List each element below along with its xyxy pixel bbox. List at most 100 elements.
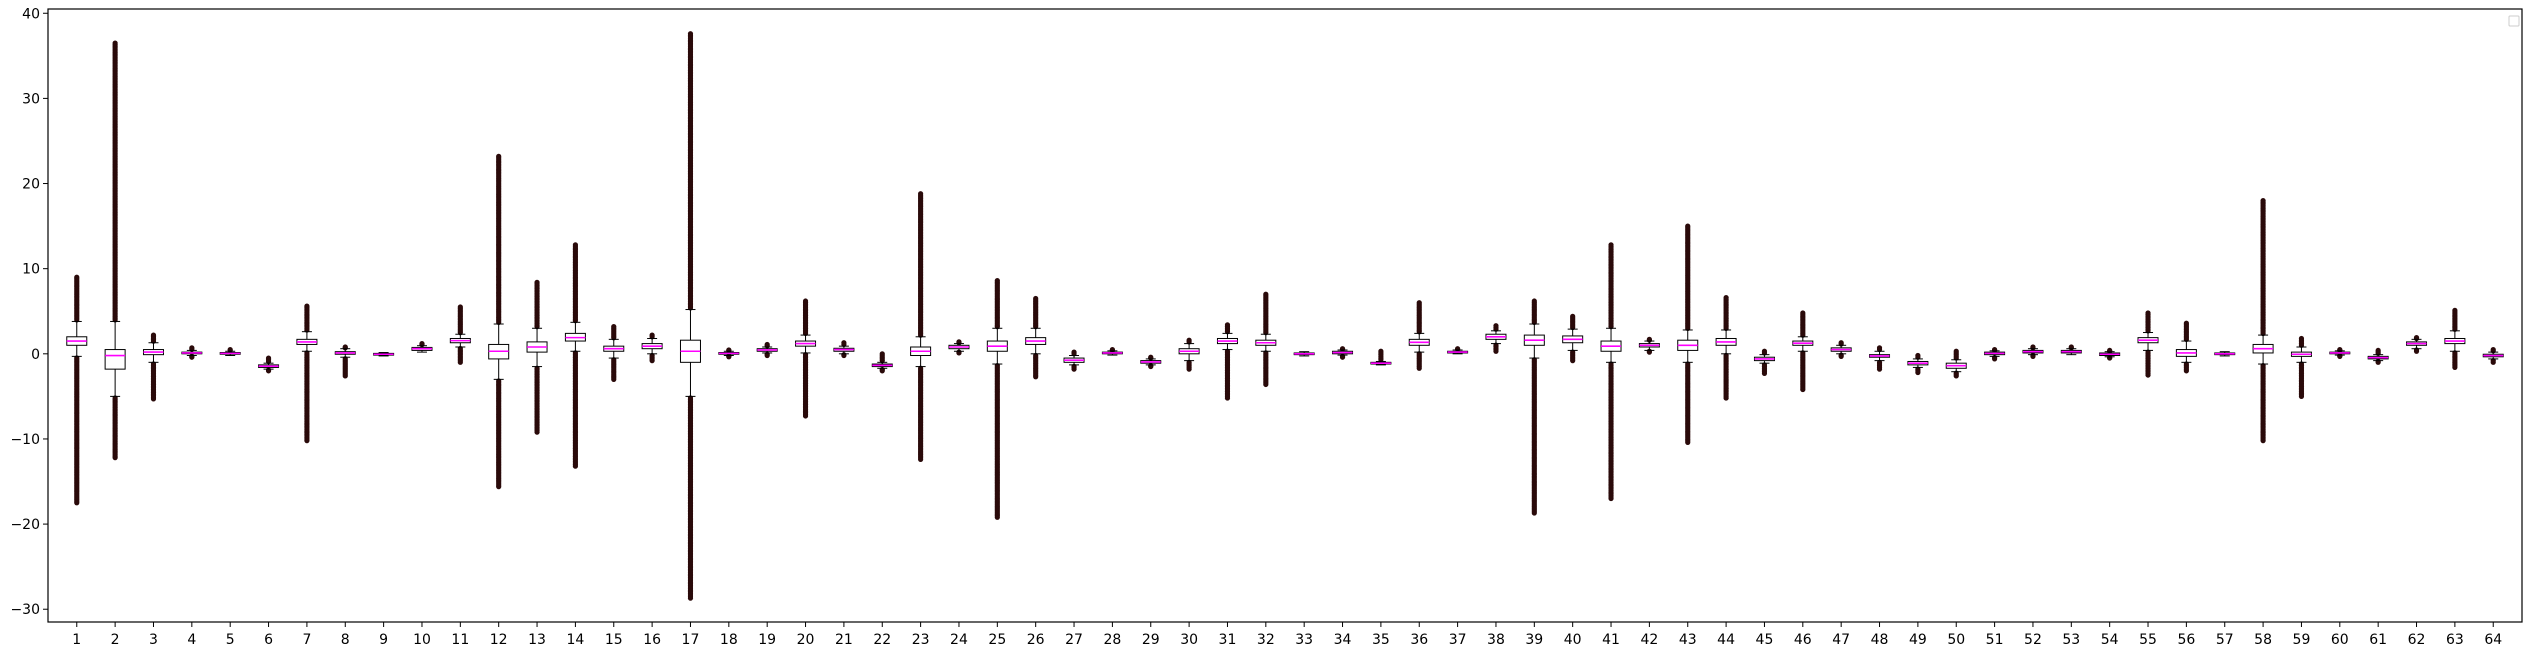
x-tick-label: 3 bbox=[149, 632, 158, 648]
flier-point bbox=[649, 332, 655, 338]
flier-point bbox=[1186, 366, 1192, 372]
x-tick-label: 11 bbox=[451, 632, 469, 648]
x-tick-label: 45 bbox=[1756, 632, 1774, 648]
y-tick-label: −10 bbox=[10, 432, 40, 448]
y-tick-label: 0 bbox=[31, 347, 40, 363]
x-tick-label: 33 bbox=[1295, 632, 1313, 648]
x-tick-label: 62 bbox=[2408, 632, 2426, 648]
flier-point bbox=[1838, 340, 1844, 346]
box-57 bbox=[2214, 351, 2236, 357]
flier-point bbox=[457, 359, 463, 365]
flier-point bbox=[2452, 307, 2458, 313]
box-29 bbox=[1140, 354, 1162, 370]
flier-point bbox=[304, 303, 310, 309]
flier-point bbox=[534, 279, 540, 285]
x-tick-label: 46 bbox=[1794, 632, 1812, 648]
y-tick-label: 30 bbox=[22, 91, 40, 107]
box-14 bbox=[564, 242, 586, 469]
flier-point bbox=[1033, 295, 1039, 302]
x-tick-label: 5 bbox=[226, 632, 235, 648]
box-21 bbox=[833, 340, 855, 359]
flier-point bbox=[1608, 242, 1614, 248]
flier-point bbox=[1838, 353, 1844, 359]
box-31 bbox=[1216, 322, 1238, 401]
x-tick-label: 32 bbox=[1257, 632, 1275, 648]
x-tick-label: 19 bbox=[758, 632, 776, 648]
flier-point bbox=[1953, 348, 1959, 354]
flier-point bbox=[189, 345, 195, 351]
box-58 bbox=[2252, 197, 2274, 444]
box-18 bbox=[718, 347, 740, 360]
box-10 bbox=[411, 340, 433, 353]
flier-point bbox=[1570, 358, 1576, 364]
x-tick-label: 44 bbox=[1717, 632, 1735, 648]
box-64 bbox=[2482, 346, 2504, 365]
box-47 bbox=[1830, 340, 1852, 359]
box-56 bbox=[2175, 320, 2197, 374]
flier-point bbox=[265, 355, 272, 361]
x-tick-label: 7 bbox=[302, 632, 311, 648]
y-tick-label: 20 bbox=[22, 177, 40, 193]
box-7 bbox=[296, 303, 318, 444]
flier-point bbox=[1531, 510, 1537, 516]
flier-point bbox=[1224, 322, 1231, 328]
box-15 bbox=[603, 323, 625, 382]
x-tick-label: 24 bbox=[950, 632, 968, 648]
x-tick-label: 20 bbox=[797, 632, 815, 648]
box-41 bbox=[1600, 242, 1622, 502]
flier-point bbox=[1071, 366, 1077, 372]
box-9 bbox=[373, 352, 395, 357]
box-36 bbox=[1408, 300, 1430, 371]
x-tick-label: 17 bbox=[682, 632, 700, 648]
flier-point bbox=[2375, 347, 2381, 354]
x-tick-label: 64 bbox=[2484, 632, 2502, 648]
box-49 bbox=[1907, 352, 1929, 376]
flier-point bbox=[1570, 313, 1576, 319]
box-28 bbox=[1101, 346, 1123, 356]
box-51 bbox=[1984, 346, 2006, 362]
x-tick-label: 1 bbox=[72, 632, 81, 648]
x-tick-label: 15 bbox=[605, 632, 623, 648]
box-42 bbox=[1638, 336, 1660, 355]
x-tick-label: 23 bbox=[912, 632, 930, 648]
flier-point bbox=[1531, 298, 1537, 304]
box-33 bbox=[1293, 351, 1315, 357]
x-tick-label: 25 bbox=[988, 632, 1006, 648]
flier-point bbox=[1685, 223, 1691, 229]
flier-point bbox=[150, 396, 157, 402]
x-tick-label: 51 bbox=[1986, 632, 2004, 648]
flier-point bbox=[994, 514, 1000, 520]
box-63 bbox=[2444, 307, 2466, 371]
x-tick-label: 52 bbox=[2024, 632, 2042, 648]
flier-point bbox=[764, 341, 770, 348]
x-tick-label: 58 bbox=[2254, 632, 2272, 648]
x-tick-label: 30 bbox=[1180, 632, 1198, 648]
x-tick-label: 16 bbox=[643, 632, 661, 648]
x-tick-label: 21 bbox=[835, 632, 853, 648]
box-4 bbox=[181, 345, 203, 360]
box-43 bbox=[1677, 223, 1699, 445]
box-59 bbox=[2290, 335, 2312, 399]
y-tick-label: −20 bbox=[10, 517, 40, 533]
box-1 bbox=[66, 274, 88, 506]
legend-box bbox=[2508, 15, 2520, 27]
x-tick-label: 49 bbox=[1909, 632, 1927, 648]
flier-point bbox=[2298, 393, 2305, 399]
flier-point bbox=[1723, 395, 1729, 401]
box-46 bbox=[1792, 310, 1814, 393]
box-35 bbox=[1370, 348, 1392, 366]
box-25 bbox=[986, 277, 1008, 520]
x-tick-label: 35 bbox=[1372, 632, 1390, 648]
x-tick-label: 61 bbox=[2369, 632, 2387, 648]
y-tick-label: −30 bbox=[10, 602, 40, 618]
x-tick-label: 47 bbox=[1832, 632, 1850, 648]
x-tick-label: 2 bbox=[111, 632, 120, 648]
box-45 bbox=[1753, 348, 1775, 376]
flier-point bbox=[74, 274, 80, 280]
box-24 bbox=[948, 339, 970, 356]
flier-point bbox=[304, 438, 310, 444]
x-tick-label: 8 bbox=[341, 632, 350, 648]
x-tick-label: 55 bbox=[2139, 632, 2157, 648]
flier-point bbox=[918, 191, 924, 197]
